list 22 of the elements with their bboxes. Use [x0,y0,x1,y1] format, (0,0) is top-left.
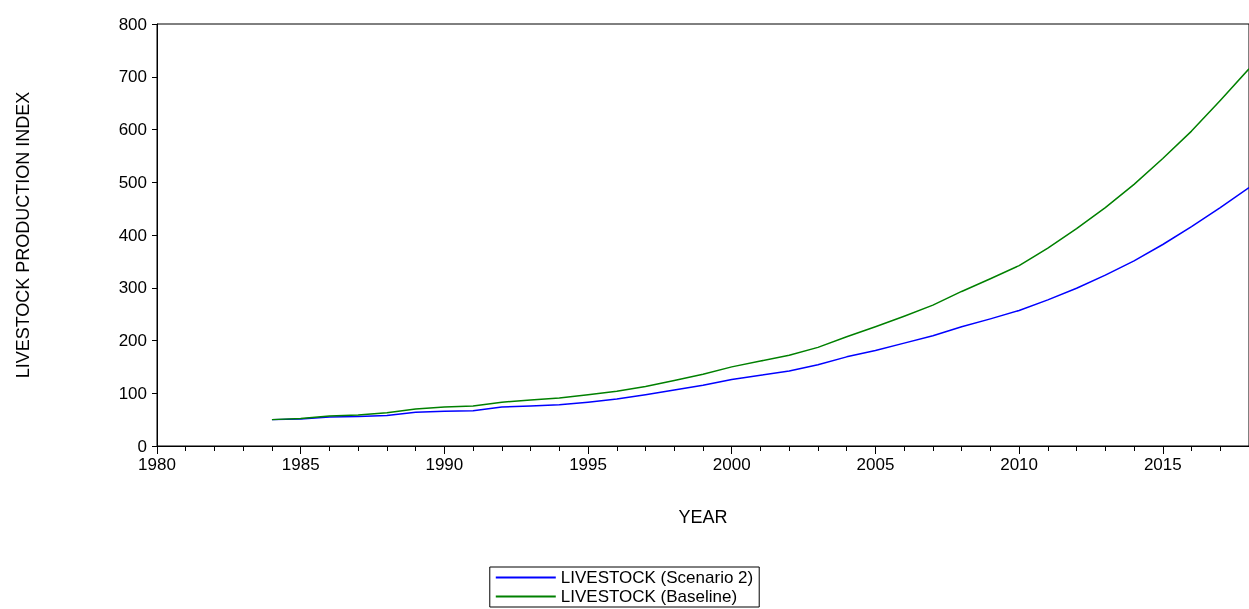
x-tick-label: 2005 [856,455,895,474]
y-tick-label: 700 [118,67,147,87]
line-series [271,68,1249,421]
y-axis-title: LIVESTOCK PRODUCTION INDEX [13,91,33,379]
x-axis-title: YEAR [678,507,728,527]
x-tick-label: 1985 [281,455,320,474]
x-tick-label: 1980 [138,455,176,474]
legend-label: LIVESTOCK (Scenario 2) [560,568,754,587]
y-tick-label: 500 [118,172,147,192]
y-tick-label: 300 [118,278,147,298]
x-tick-label: 2000 [712,455,751,474]
legend-label: LIVESTOCK (Baseline) [560,587,738,606]
y-tick-label: 600 [118,120,147,139]
y-tick-label: 0 [137,436,147,456]
x-tick-label: 1995 [569,455,607,474]
y-tick-label: 200 [118,331,147,350]
y-tick-label: 800 [118,14,147,34]
y-tick-label: 100 [118,383,147,403]
y-tick-label: 400 [118,225,147,245]
x-tick-label: 1990 [425,455,464,474]
x-tick-label: 2015 [1143,455,1182,474]
x-tick-label: 2010 [1000,455,1039,474]
